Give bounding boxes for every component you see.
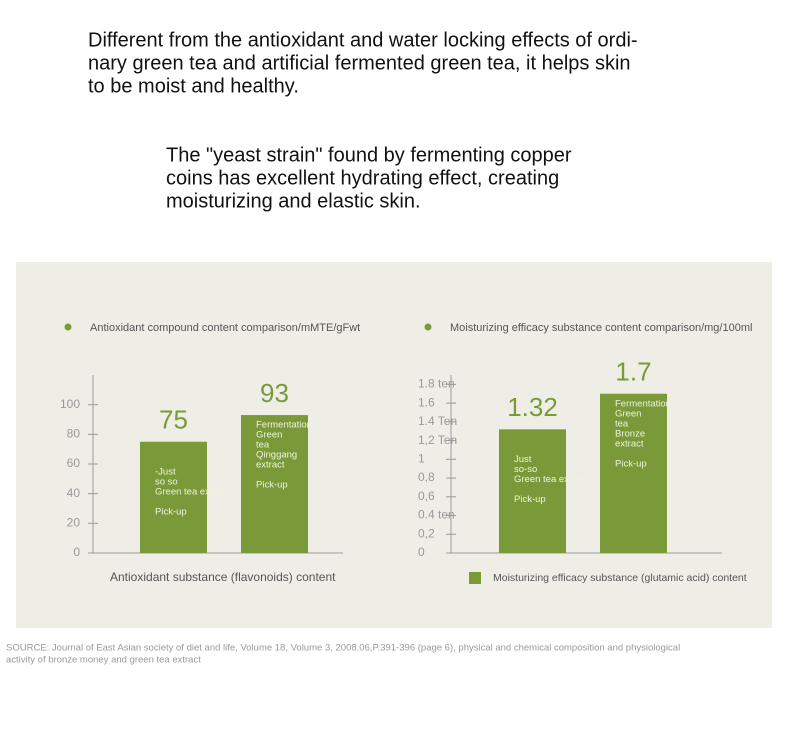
bar-label: Just (514, 454, 532, 465)
x-axis-label: Antioxidant substance (flavonoids) conte… (110, 570, 336, 584)
y-tick-label: 0 (73, 545, 80, 559)
intro-text: Different from the antioxidant and water… (88, 29, 638, 51)
value-label: 1.7 (615, 357, 651, 387)
bar-label: so-so (514, 464, 537, 475)
chart-title: Moisturizing efficacy substance content … (450, 322, 752, 334)
y-tick-label: 80 (67, 427, 81, 441)
bar-label: Fermentation (615, 398, 671, 409)
y-tick-label: 1 (418, 451, 425, 465)
bar (600, 393, 667, 553)
y-tick-label: 100 (60, 397, 80, 411)
bar-label: Pick-up (514, 494, 546, 505)
y-tick-label: 40 (67, 486, 81, 500)
y-tick-label: 20 (67, 516, 81, 530)
bar-label: tea (615, 418, 629, 429)
bar-label: Green tea extract (155, 486, 229, 497)
bar-label: Green (256, 430, 282, 441)
source-text: SOURCE: Journal of East Asian society of… (6, 643, 680, 654)
y-tick-label: 1.6 (418, 395, 435, 409)
legend-swatch (469, 572, 481, 584)
bar-label: Fermentation (256, 420, 312, 431)
intro-text: to be moist and healthy. (88, 75, 299, 97)
y-tick-label: 1.4 Ten (418, 414, 457, 428)
value-label: 93 (260, 378, 289, 408)
intro-text: The "yeast strain" found by fermenting c… (166, 144, 572, 166)
intro-text: moisturizing and elastic skin. (166, 190, 421, 212)
value-label: 1.32 (507, 392, 558, 422)
bar-label: Qinggang (256, 450, 297, 461)
y-tick-label: 0,2 (418, 526, 435, 540)
bar-label: Pick-up (256, 480, 288, 491)
y-tick-label: 0,8 (418, 470, 435, 484)
bar (241, 415, 308, 553)
bar-label: Pick-up (615, 458, 647, 469)
intro-text: coins has excellent hydrating effect, cr… (166, 167, 559, 189)
bar-label: Bronze (615, 428, 645, 439)
y-tick-label: 0 (418, 545, 425, 559)
y-tick-label: 0,6 (418, 489, 435, 503)
bar-label: Green (615, 408, 641, 419)
bar-label: extract (256, 460, 285, 471)
bar-label: Pick-up (155, 506, 187, 517)
title-bullet (64, 323, 72, 331)
y-tick-label: 1,2 Ten (418, 433, 457, 447)
bar (499, 429, 566, 553)
chart-title: Antioxidant compound content comparison/… (90, 322, 360, 334)
source-text: activity of bronze money and green tea e… (6, 655, 201, 666)
bar (140, 441, 207, 553)
bar-label: so so (155, 476, 178, 487)
y-tick-label: 0.4 ten (418, 508, 455, 522)
bar-label: tea (256, 440, 270, 451)
bar-label: extract (615, 438, 644, 449)
y-tick-label: 1.8 ten (418, 377, 455, 391)
bar-label: Green tea extract (514, 474, 588, 485)
title-bullet (424, 323, 432, 331)
bar-label: -Just (155, 466, 176, 477)
intro-text: nary green tea and artificial fermented … (88, 52, 631, 74)
legend-label: Moisturizing efficacy substance (glutami… (493, 572, 747, 584)
y-tick-label: 60 (67, 456, 81, 470)
value-label: 75 (159, 405, 188, 435)
